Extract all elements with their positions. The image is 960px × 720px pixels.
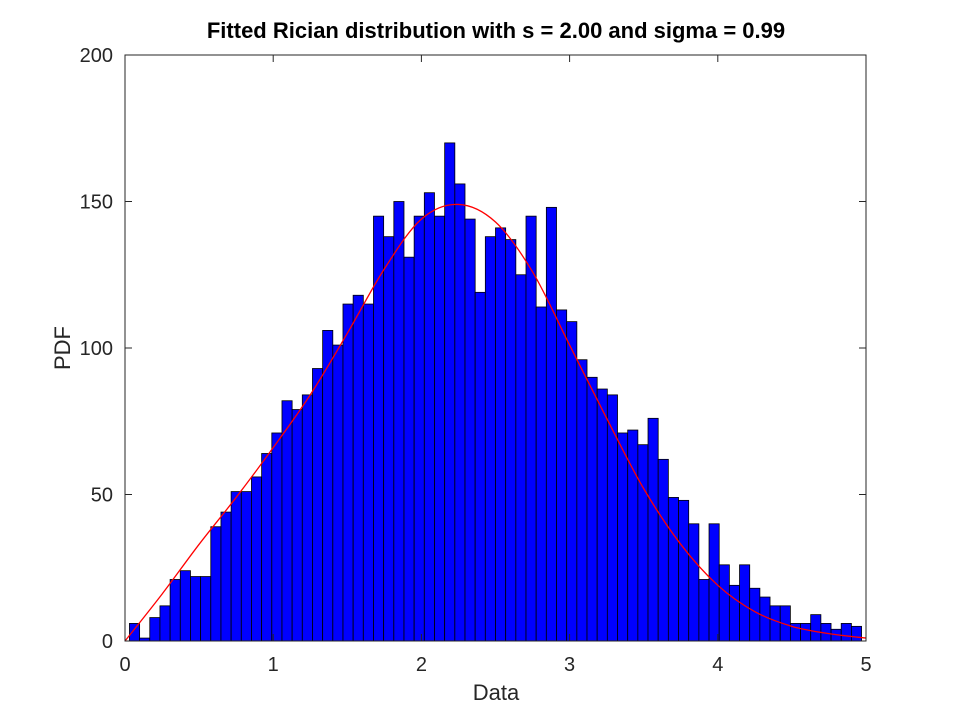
histogram-bar	[220, 511, 232, 642]
histogram-bar	[332, 344, 344, 642]
histogram-bar	[678, 499, 690, 642]
histogram-bar	[586, 376, 598, 642]
histogram-bar	[179, 570, 191, 642]
x-axis-ticks: 0 1 2 3 4 5	[119, 55, 872, 676]
y-axis-label: PDF	[50, 326, 75, 370]
histogram-bar	[576, 359, 588, 642]
histogram-bar	[545, 206, 557, 642]
histogram-bar	[464, 218, 476, 642]
histogram-bar	[393, 201, 405, 642]
histogram-bar	[149, 617, 161, 642]
histogram-bar	[698, 579, 710, 642]
histogram-bar	[474, 291, 486, 642]
y-tick-label: 0	[102, 631, 113, 653]
fit-curve-layer	[124, 203, 867, 642]
histogram-bar	[200, 576, 212, 642]
histogram-bar	[718, 564, 730, 642]
histogram-bar	[301, 394, 313, 642]
histogram-bar	[566, 321, 578, 642]
histogram-bar	[759, 596, 771, 642]
histogram-bar	[850, 625, 862, 642]
histogram-bar	[342, 303, 354, 642]
histogram-bar	[261, 453, 273, 642]
x-tick-label: 4	[712, 654, 723, 676]
histogram-bar	[800, 623, 812, 642]
histogram-bar	[413, 215, 425, 642]
histogram-bar	[373, 215, 385, 642]
histogram-bar	[556, 309, 568, 642]
histogram-bar	[596, 388, 608, 642]
histogram-bar	[271, 432, 283, 642]
histogram-bar	[515, 274, 527, 642]
histogram-bar	[454, 183, 466, 642]
y-tick-label: 150	[80, 192, 113, 214]
histogram-bar	[190, 576, 202, 642]
y-tick-label: 50	[91, 485, 113, 507]
y-tick-label: 200	[80, 45, 113, 67]
histogram-bar	[606, 394, 618, 642]
y-tick-label: 100	[80, 338, 113, 360]
histogram-bar	[810, 614, 822, 642]
histogram-bar	[159, 605, 171, 642]
histogram-bar	[322, 330, 334, 642]
histogram-bar	[362, 303, 374, 642]
histogram-bar	[688, 523, 700, 642]
fit-curve	[124, 203, 867, 642]
histogram-bar	[535, 306, 547, 642]
histogram-bar	[749, 587, 761, 642]
histogram-bar	[495, 227, 507, 642]
histogram-bar	[617, 432, 629, 642]
histogram-bar	[769, 605, 781, 642]
histogram-bar	[444, 142, 456, 642]
histogram-bar	[383, 236, 395, 642]
histogram-bar	[129, 623, 141, 642]
histogram-bar	[352, 294, 364, 642]
histogram-bar	[230, 491, 242, 642]
histogram-bar	[525, 215, 537, 642]
x-tick-label: 2	[416, 654, 427, 676]
histogram-bar	[657, 458, 669, 642]
x-axis-label: Data	[473, 680, 520, 705]
histogram-bar	[291, 409, 303, 642]
x-tick-label: 1	[268, 654, 279, 676]
histogram-bar	[484, 236, 496, 642]
histogram-bar	[505, 239, 517, 642]
x-tick-label: 0	[119, 654, 130, 676]
x-tick-label: 5	[860, 654, 871, 676]
histogram-bar	[840, 623, 852, 642]
chart-title: Fitted Rician distribution with s = 2.00…	[207, 18, 785, 43]
histogram-bar	[667, 497, 679, 642]
y-axis-ticks: 0 50 100 150 200	[80, 45, 866, 653]
histogram-bar	[251, 476, 263, 642]
histogram-bar	[423, 192, 435, 642]
histogram-bar	[647, 417, 659, 642]
x-tick-label: 3	[564, 654, 575, 676]
plot-area: 0 1 2 3 4 5 0 50 100 150 200	[80, 45, 872, 676]
histogram-bar	[312, 368, 324, 642]
histogram-bar	[240, 491, 252, 642]
histogram-bar	[403, 256, 415, 642]
histogram-bar	[434, 215, 446, 642]
histogram-bar	[728, 584, 740, 642]
histogram-bar	[169, 579, 181, 642]
histogram-bar	[281, 400, 293, 642]
histogram-bar	[210, 526, 222, 642]
histogram-bar	[637, 444, 649, 642]
